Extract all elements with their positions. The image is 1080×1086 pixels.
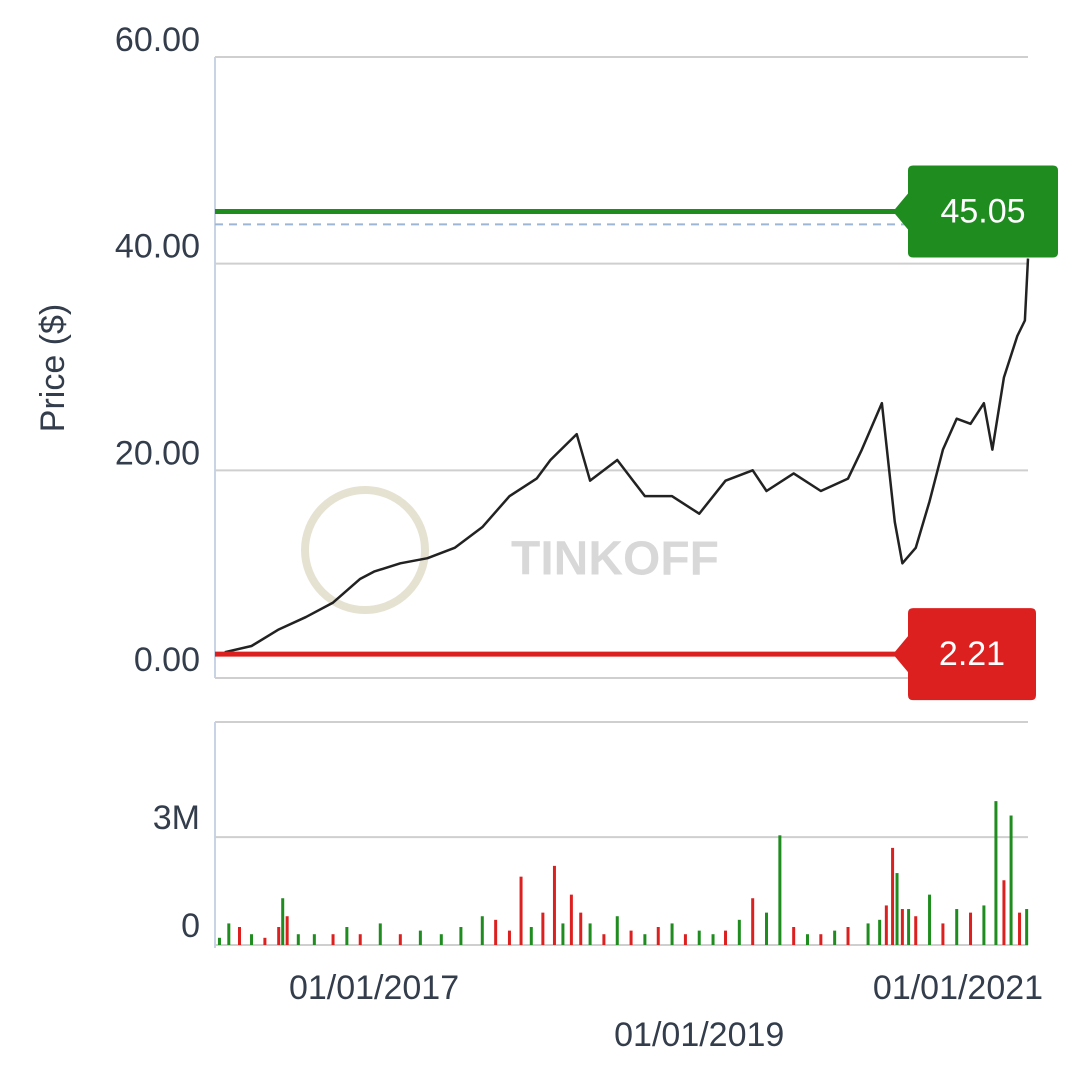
volume-bar — [914, 916, 918, 945]
volume-bar — [778, 835, 782, 945]
volume-bar — [296, 934, 300, 945]
price-badge — [893, 608, 1036, 701]
volume-bar — [418, 930, 422, 945]
volume-bar — [561, 923, 565, 945]
volume-bar — [866, 923, 870, 945]
volume-bar — [398, 934, 402, 945]
watermark: TINKOFF — [511, 533, 719, 586]
price-badge-label: 2.21 — [939, 635, 1005, 673]
volume-bar — [602, 934, 606, 945]
price-badge-label: 45.05 — [940, 192, 1025, 230]
volume-bar — [263, 937, 267, 945]
volume-bar — [312, 934, 316, 945]
volume-bar — [358, 934, 362, 945]
volume-bar — [982, 905, 986, 945]
volume-bar — [552, 865, 556, 945]
price-badge — [893, 165, 1058, 258]
volume-bar — [751, 898, 755, 945]
volume-bar — [345, 927, 349, 945]
volume-bar — [569, 894, 573, 945]
y-tick-label: 40.00 — [115, 228, 200, 266]
volume-bar — [805, 934, 809, 945]
volume-bar — [494, 919, 498, 945]
volume-bar — [656, 927, 660, 945]
volume-bar — [907, 909, 911, 945]
volume-bar — [792, 927, 796, 945]
volume-bar — [833, 930, 837, 945]
volume-bar — [285, 916, 289, 945]
volume-bar — [884, 905, 888, 945]
volume-bar — [994, 801, 998, 945]
volume-bar — [724, 930, 728, 945]
y-tick-label: 0.00 — [134, 641, 200, 679]
volume-bar — [941, 923, 945, 945]
volume-bar — [878, 919, 882, 945]
y-tick-label: 20.00 — [115, 434, 200, 472]
volume-bar — [378, 923, 382, 945]
volume-bar — [331, 934, 335, 945]
volume-bar — [895, 873, 899, 945]
volume-bar — [670, 923, 674, 945]
volume-bar — [969, 912, 973, 945]
volume-bar — [459, 927, 463, 945]
volume-bar — [250, 934, 254, 945]
volume-bar — [238, 927, 242, 945]
volume-bar — [891, 847, 895, 945]
volume-bar — [507, 930, 511, 945]
x-tick-label: 01/01/2017 — [289, 969, 459, 1007]
volume-bar — [629, 930, 633, 945]
volume-bar — [281, 898, 285, 945]
volume-bar — [588, 923, 592, 945]
volume-bar — [737, 919, 741, 945]
volume-bar — [1002, 880, 1006, 945]
x-tick-label: 01/01/2019 — [614, 1016, 784, 1054]
y-tick-label: 0 — [181, 907, 200, 945]
volume-bar — [643, 934, 647, 945]
volume-bar — [819, 934, 823, 945]
volume-bar — [1009, 815, 1013, 945]
volume-bar — [519, 876, 523, 945]
volume-bar — [277, 927, 281, 945]
y-axis-title: Price ($) — [34, 304, 72, 432]
volume-bar — [955, 909, 959, 945]
volume-bar — [765, 912, 769, 945]
volume-bar — [683, 934, 687, 945]
volume-bar — [615, 916, 619, 945]
volume-bar — [928, 894, 932, 945]
volume-bar — [480, 916, 484, 945]
volume-bar — [846, 927, 850, 945]
volume-bar — [217, 937, 221, 945]
volume-bar — [697, 930, 701, 945]
price-line — [224, 258, 1030, 654]
volume-bar — [227, 923, 231, 945]
volume-bar — [711, 934, 715, 945]
volume-bar — [1018, 912, 1022, 945]
x-tick-label: 01/01/2021 — [873, 969, 1043, 1007]
volume-bar — [579, 912, 583, 945]
y-tick-label: 60.00 — [115, 21, 200, 59]
volume-bar — [900, 909, 904, 945]
volume-bar — [439, 934, 443, 945]
volume-bar — [1025, 909, 1029, 945]
y-tick-label: 3M — [153, 799, 200, 837]
volume-bar — [529, 927, 533, 945]
volume-bar — [541, 912, 545, 945]
watermark-logo — [301, 486, 429, 614]
